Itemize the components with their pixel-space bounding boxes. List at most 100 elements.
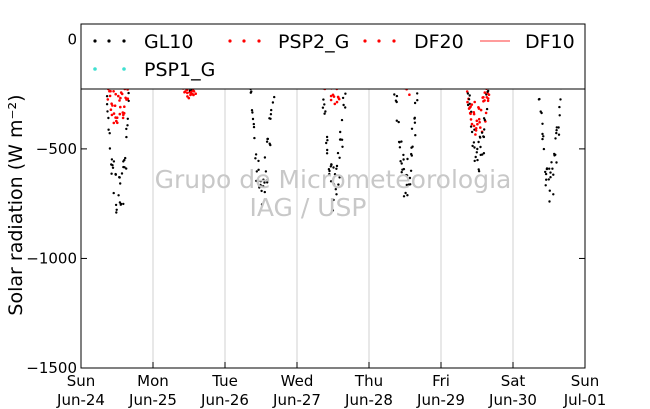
gl10-point (265, 140, 269, 143)
df-point (483, 99, 486, 102)
gl10-point (548, 189, 551, 192)
x-tick-label-day: Wed (281, 372, 314, 390)
gl10-point (263, 156, 267, 159)
gl10-point (257, 168, 260, 171)
gl10-point (473, 146, 476, 149)
gl10-point (111, 164, 114, 167)
gl10-point (413, 116, 416, 120)
df-point (114, 92, 117, 96)
gl10-point (558, 105, 561, 109)
gl10-point (260, 203, 264, 206)
gl10-point (325, 135, 329, 139)
gl10-point (124, 156, 127, 160)
gl10-point (398, 146, 402, 149)
gl10-point (416, 99, 419, 102)
gl10-point (331, 209, 335, 212)
gl10-point (266, 179, 269, 182)
gl10-point (482, 152, 486, 155)
df-point (118, 112, 122, 116)
df-point (469, 105, 472, 108)
df-point (187, 96, 191, 100)
df-point (126, 97, 130, 100)
gl10-point (483, 128, 486, 131)
gl10-point (553, 154, 556, 157)
gl10-point (330, 163, 333, 166)
legend-entry-df10: DF10 (480, 31, 575, 53)
gl10-point (119, 182, 122, 185)
gl10-point (400, 171, 403, 174)
df-point (194, 92, 197, 95)
gl10-point (555, 161, 558, 164)
gl10-point (107, 116, 110, 120)
gl10-point (554, 137, 557, 140)
gl10-point (471, 144, 474, 148)
gl10-point (399, 160, 402, 163)
x-tick-label-date: Jun-24 (56, 391, 105, 409)
gl10-point (252, 125, 256, 129)
df-point (474, 129, 478, 132)
gl10-point (469, 125, 473, 128)
gl10-point (541, 137, 544, 141)
df-point (475, 119, 479, 123)
legend-entry-psp1-g: PSP1_G (93, 59, 215, 81)
gl10-point (271, 101, 275, 104)
gl10-point (406, 194, 409, 197)
gl10-point (338, 176, 341, 179)
gl10-point (338, 156, 341, 159)
gl10-point (548, 200, 551, 203)
legend-marker-psp1-g (93, 67, 126, 71)
df-point (190, 90, 193, 94)
gl10-point (395, 100, 398, 104)
gl10-point (108, 147, 112, 150)
y-axis-label: Solar radiation (W m⁻²) (5, 94, 27, 315)
gl10-point (125, 127, 128, 131)
gl10-point (110, 172, 113, 175)
df-point (470, 122, 474, 126)
gl10-point (395, 94, 399, 98)
x-tick-label-date: Jul-01 (563, 391, 607, 409)
df-point (123, 105, 126, 108)
gl10-point (481, 153, 484, 156)
df-point (112, 90, 115, 93)
gl10-point (336, 151, 340, 155)
x-tick-label-date: Jun-27 (272, 391, 321, 409)
gl10-point (557, 133, 561, 136)
df-point (183, 90, 186, 94)
gl10-point (552, 173, 555, 176)
gl10-point (107, 128, 110, 131)
x-tick-label-day: Mon (137, 372, 169, 390)
gl10-point (114, 172, 117, 176)
gl10-point (249, 91, 252, 94)
gl10-point (402, 167, 406, 171)
legend-label-psp1-g: PSP1_G (144, 59, 215, 81)
gl10-point (544, 184, 547, 187)
df-point (408, 93, 411, 96)
gl10-point (115, 208, 118, 211)
gl10-point (400, 140, 403, 143)
gl10-point (125, 135, 128, 139)
x-tick-label-day: Sun (67, 372, 96, 390)
df-point (477, 106, 480, 109)
y-tick-label: −1500 (26, 359, 77, 377)
gl10-point (263, 190, 266, 194)
df-point (108, 94, 112, 98)
df-point (122, 111, 126, 115)
legend-label-df10: DF10 (525, 31, 575, 53)
df-point (484, 111, 488, 115)
df-point (479, 108, 483, 112)
legend-marker-df20 (363, 39, 396, 43)
legend: GL10 PSP2_G DF20 DF10 PSP1_G (80, 23, 586, 90)
df-point (124, 96, 127, 100)
df-point (479, 126, 482, 129)
gl10-point (335, 193, 338, 196)
gl10-point (115, 211, 118, 214)
gl10-point (482, 135, 486, 139)
gl10-point (126, 124, 129, 127)
gl10-point (262, 185, 265, 188)
gl10-point (342, 103, 345, 107)
gl10-point (263, 181, 266, 184)
gl10-point (253, 136, 256, 140)
gl10-point (337, 183, 340, 186)
gl10-point (252, 122, 255, 126)
